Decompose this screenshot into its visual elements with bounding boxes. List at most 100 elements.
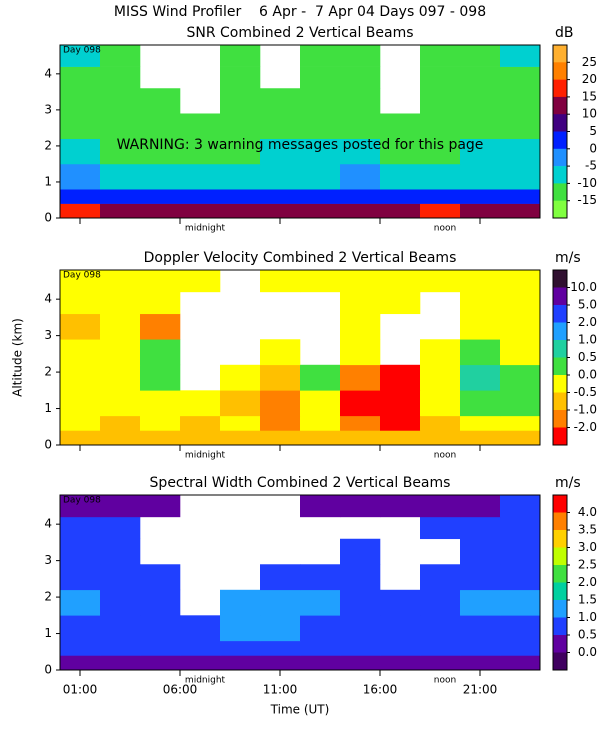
y-tick-label: 3 <box>44 102 52 116</box>
heatmap-cell <box>260 113 301 140</box>
heatmap-cell <box>60 364 101 391</box>
colorbar-label: 0 <box>589 141 597 155</box>
heatmap-cell <box>300 615 341 642</box>
heatmap-cell <box>100 163 141 190</box>
heatmap-cell <box>220 430 261 446</box>
heatmap-cell <box>300 495 341 518</box>
heatmap-cell <box>140 313 181 340</box>
heatmap-cell <box>100 66 141 89</box>
heatmap-cell <box>140 589 181 616</box>
time-annotation: midnight <box>185 224 226 234</box>
colorbar-segment <box>553 357 567 376</box>
colorbar-segment <box>553 530 567 548</box>
heatmap-cell <box>500 538 541 565</box>
heatmap-cell <box>180 615 221 642</box>
heatmap-cell <box>340 538 381 565</box>
heatmap-cell <box>340 339 381 366</box>
heatmap-cell <box>100 655 141 671</box>
y-tick-label: 4 <box>44 517 52 531</box>
heatmap-cell <box>340 45 381 67</box>
heatmap-cell <box>140 495 181 518</box>
heatmap-cell <box>180 415 221 431</box>
heatmap-cell <box>140 430 181 446</box>
heatmap-cell <box>260 655 301 671</box>
heatmap-cell <box>340 270 381 293</box>
heatmap-cell <box>340 189 381 204</box>
heatmap-cell <box>500 291 541 315</box>
heatmap-cell <box>180 203 221 219</box>
heatmap-cell <box>500 364 541 391</box>
colorbar-segment <box>553 287 567 306</box>
heatmap-cell <box>300 189 341 204</box>
heatmap-cell <box>500 313 541 340</box>
heatmap-cell <box>220 113 261 140</box>
heatmap-cell <box>260 189 301 204</box>
heatmap-cell <box>180 113 221 140</box>
heatmap-cell <box>500 615 541 642</box>
heatmap-cell <box>500 640 541 656</box>
heatmap-cell <box>460 88 501 114</box>
colorbar-segment <box>553 270 567 288</box>
colorbar-segment <box>553 392 567 411</box>
colorbar-segment <box>553 600 567 618</box>
heatmap-cell <box>140 615 181 642</box>
colorbar-label: -1.0 <box>574 403 597 417</box>
x-tick-label: 11:00 <box>263 683 298 697</box>
heatmap-cell <box>180 189 221 204</box>
heatmap-cell <box>100 270 141 293</box>
x-tick-label: 01:00 <box>63 683 98 697</box>
heatmap-cell <box>300 163 341 190</box>
page-title: MISS Wind Profiler 6 Apr - 7 Apr 04 Days… <box>114 4 486 20</box>
heatmap-cell <box>380 163 421 190</box>
heatmap-cell <box>100 430 141 446</box>
heatmap-cell <box>140 203 181 219</box>
heatmap-cell <box>300 66 341 89</box>
y-axis-label: Altitude (km) <box>11 318 25 397</box>
heatmap-cell <box>140 189 181 204</box>
colorbar-label: 15 <box>582 89 597 103</box>
heatmap-cell <box>460 66 501 89</box>
heatmap-cell <box>340 589 381 616</box>
heatmap-cell <box>500 66 541 89</box>
colorbar-segment <box>553 131 567 150</box>
heatmap-cell <box>340 88 381 114</box>
heatmap-cell <box>180 640 221 656</box>
colorbar-segment <box>553 427 567 446</box>
colorbar-segment <box>553 512 567 531</box>
heatmap-cell <box>60 113 101 140</box>
heatmap-cell <box>260 589 301 616</box>
y-tick-label: 3 <box>44 328 52 342</box>
heatmap-cell <box>340 390 381 417</box>
heatmap-cell <box>60 88 101 114</box>
x-axis-label: Time (UT) <box>270 703 330 717</box>
heatmap-cell <box>140 339 181 366</box>
colorbar-segment <box>553 114 567 132</box>
heatmap-cell <box>500 138 541 165</box>
heatmap-cell <box>460 655 501 671</box>
colorbar-unit: m/s <box>555 250 581 266</box>
heatmap-cell <box>180 655 221 671</box>
heatmap-cell <box>220 655 261 671</box>
time-annotation: noon <box>434 224 456 234</box>
heatmap-cell <box>340 615 381 642</box>
heatmap-cell <box>100 189 141 204</box>
y-tick-label: 0 <box>44 211 52 225</box>
heatmap-cell <box>260 138 301 165</box>
colorbar-segment <box>553 96 567 115</box>
heatmap-cell <box>140 415 181 431</box>
colorbar-label: 0.0 <box>578 645 597 659</box>
heatmap-cell <box>460 564 501 591</box>
heatmap-cell <box>300 390 341 417</box>
colorbar-label: 5 <box>589 124 597 138</box>
heatmap-cell <box>220 589 261 616</box>
heatmap-cell <box>180 430 221 446</box>
x-tick-label: 06:00 <box>163 683 198 697</box>
heatmap-cell <box>460 270 501 293</box>
heatmap-cell <box>140 291 181 315</box>
heatmap-cell <box>460 138 501 165</box>
heatmap-cell <box>340 655 381 671</box>
heatmap-cell <box>260 390 301 417</box>
heatmap-cell <box>500 45 541 67</box>
heatmap-cell <box>140 364 181 391</box>
colorbar-label: 10 <box>582 107 597 121</box>
